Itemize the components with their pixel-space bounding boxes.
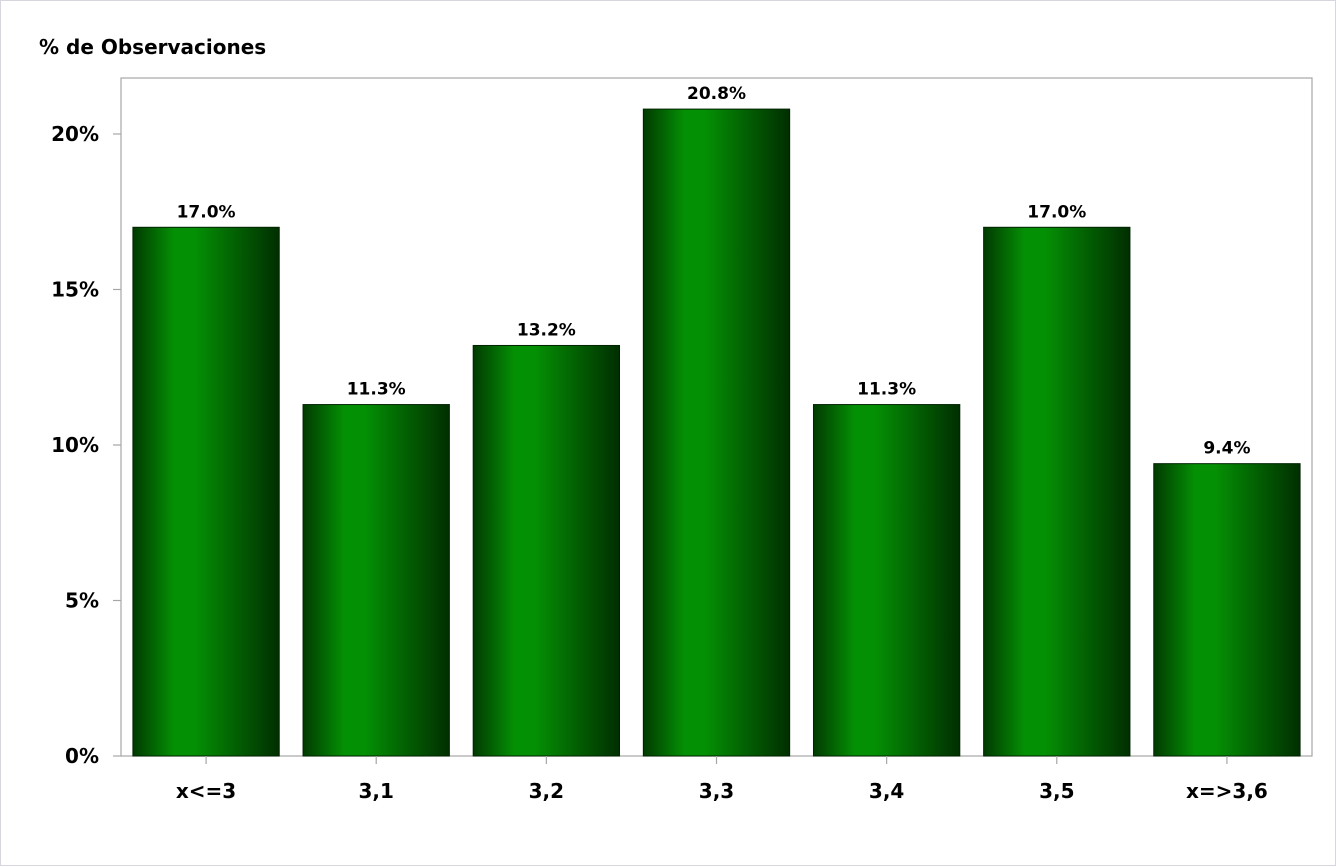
bars-group: 17.0% 11.3% 13.2% 20.8% 11.3% 17.0% 9.4%: [132, 84, 1301, 757]
x-tick-label: 3,5: [1039, 779, 1074, 803]
bar: [642, 108, 791, 757]
x-tick-label: 3,2: [529, 779, 564, 803]
y-tick-label: 0%: [65, 744, 99, 768]
x-tick-label: 3,1: [358, 779, 393, 803]
x-tick-label: x<=3: [176, 779, 236, 803]
y-tick-label: 15%: [51, 277, 99, 301]
x-tick-label: x=>3,6: [1186, 779, 1268, 803]
bar: [132, 226, 280, 757]
y-tick-label: 20%: [51, 122, 99, 146]
bar-data-label: 9.4%: [1203, 439, 1250, 459]
x-tick-label: 3,4: [869, 779, 904, 803]
y-tick-label: 10%: [51, 433, 99, 457]
bar-data-label: 17.0%: [1027, 202, 1086, 222]
bar-data-label: 17.0%: [177, 202, 236, 222]
bar-data-label: 11.3%: [857, 380, 916, 400]
bar: [1153, 463, 1301, 757]
bar: [812, 404, 961, 757]
bar-data-label: 11.3%: [347, 380, 406, 400]
bar-data-label: 13.2%: [517, 320, 576, 340]
y-axis-title: % de Observaciones: [39, 35, 266, 59]
bar-data-label: 20.8%: [687, 84, 746, 104]
y-axis: 0% 5% 10% 15% 20%: [51, 122, 121, 768]
bar: [302, 404, 450, 757]
bar: [983, 226, 1131, 757]
x-axis: x<=3 3,1 3,2 3,3 3,4 3,5 x=>3,6: [176, 756, 1268, 803]
bar: [472, 344, 621, 757]
y-tick-label: 5%: [65, 588, 99, 612]
x-tick-label: 3,3: [699, 779, 734, 803]
